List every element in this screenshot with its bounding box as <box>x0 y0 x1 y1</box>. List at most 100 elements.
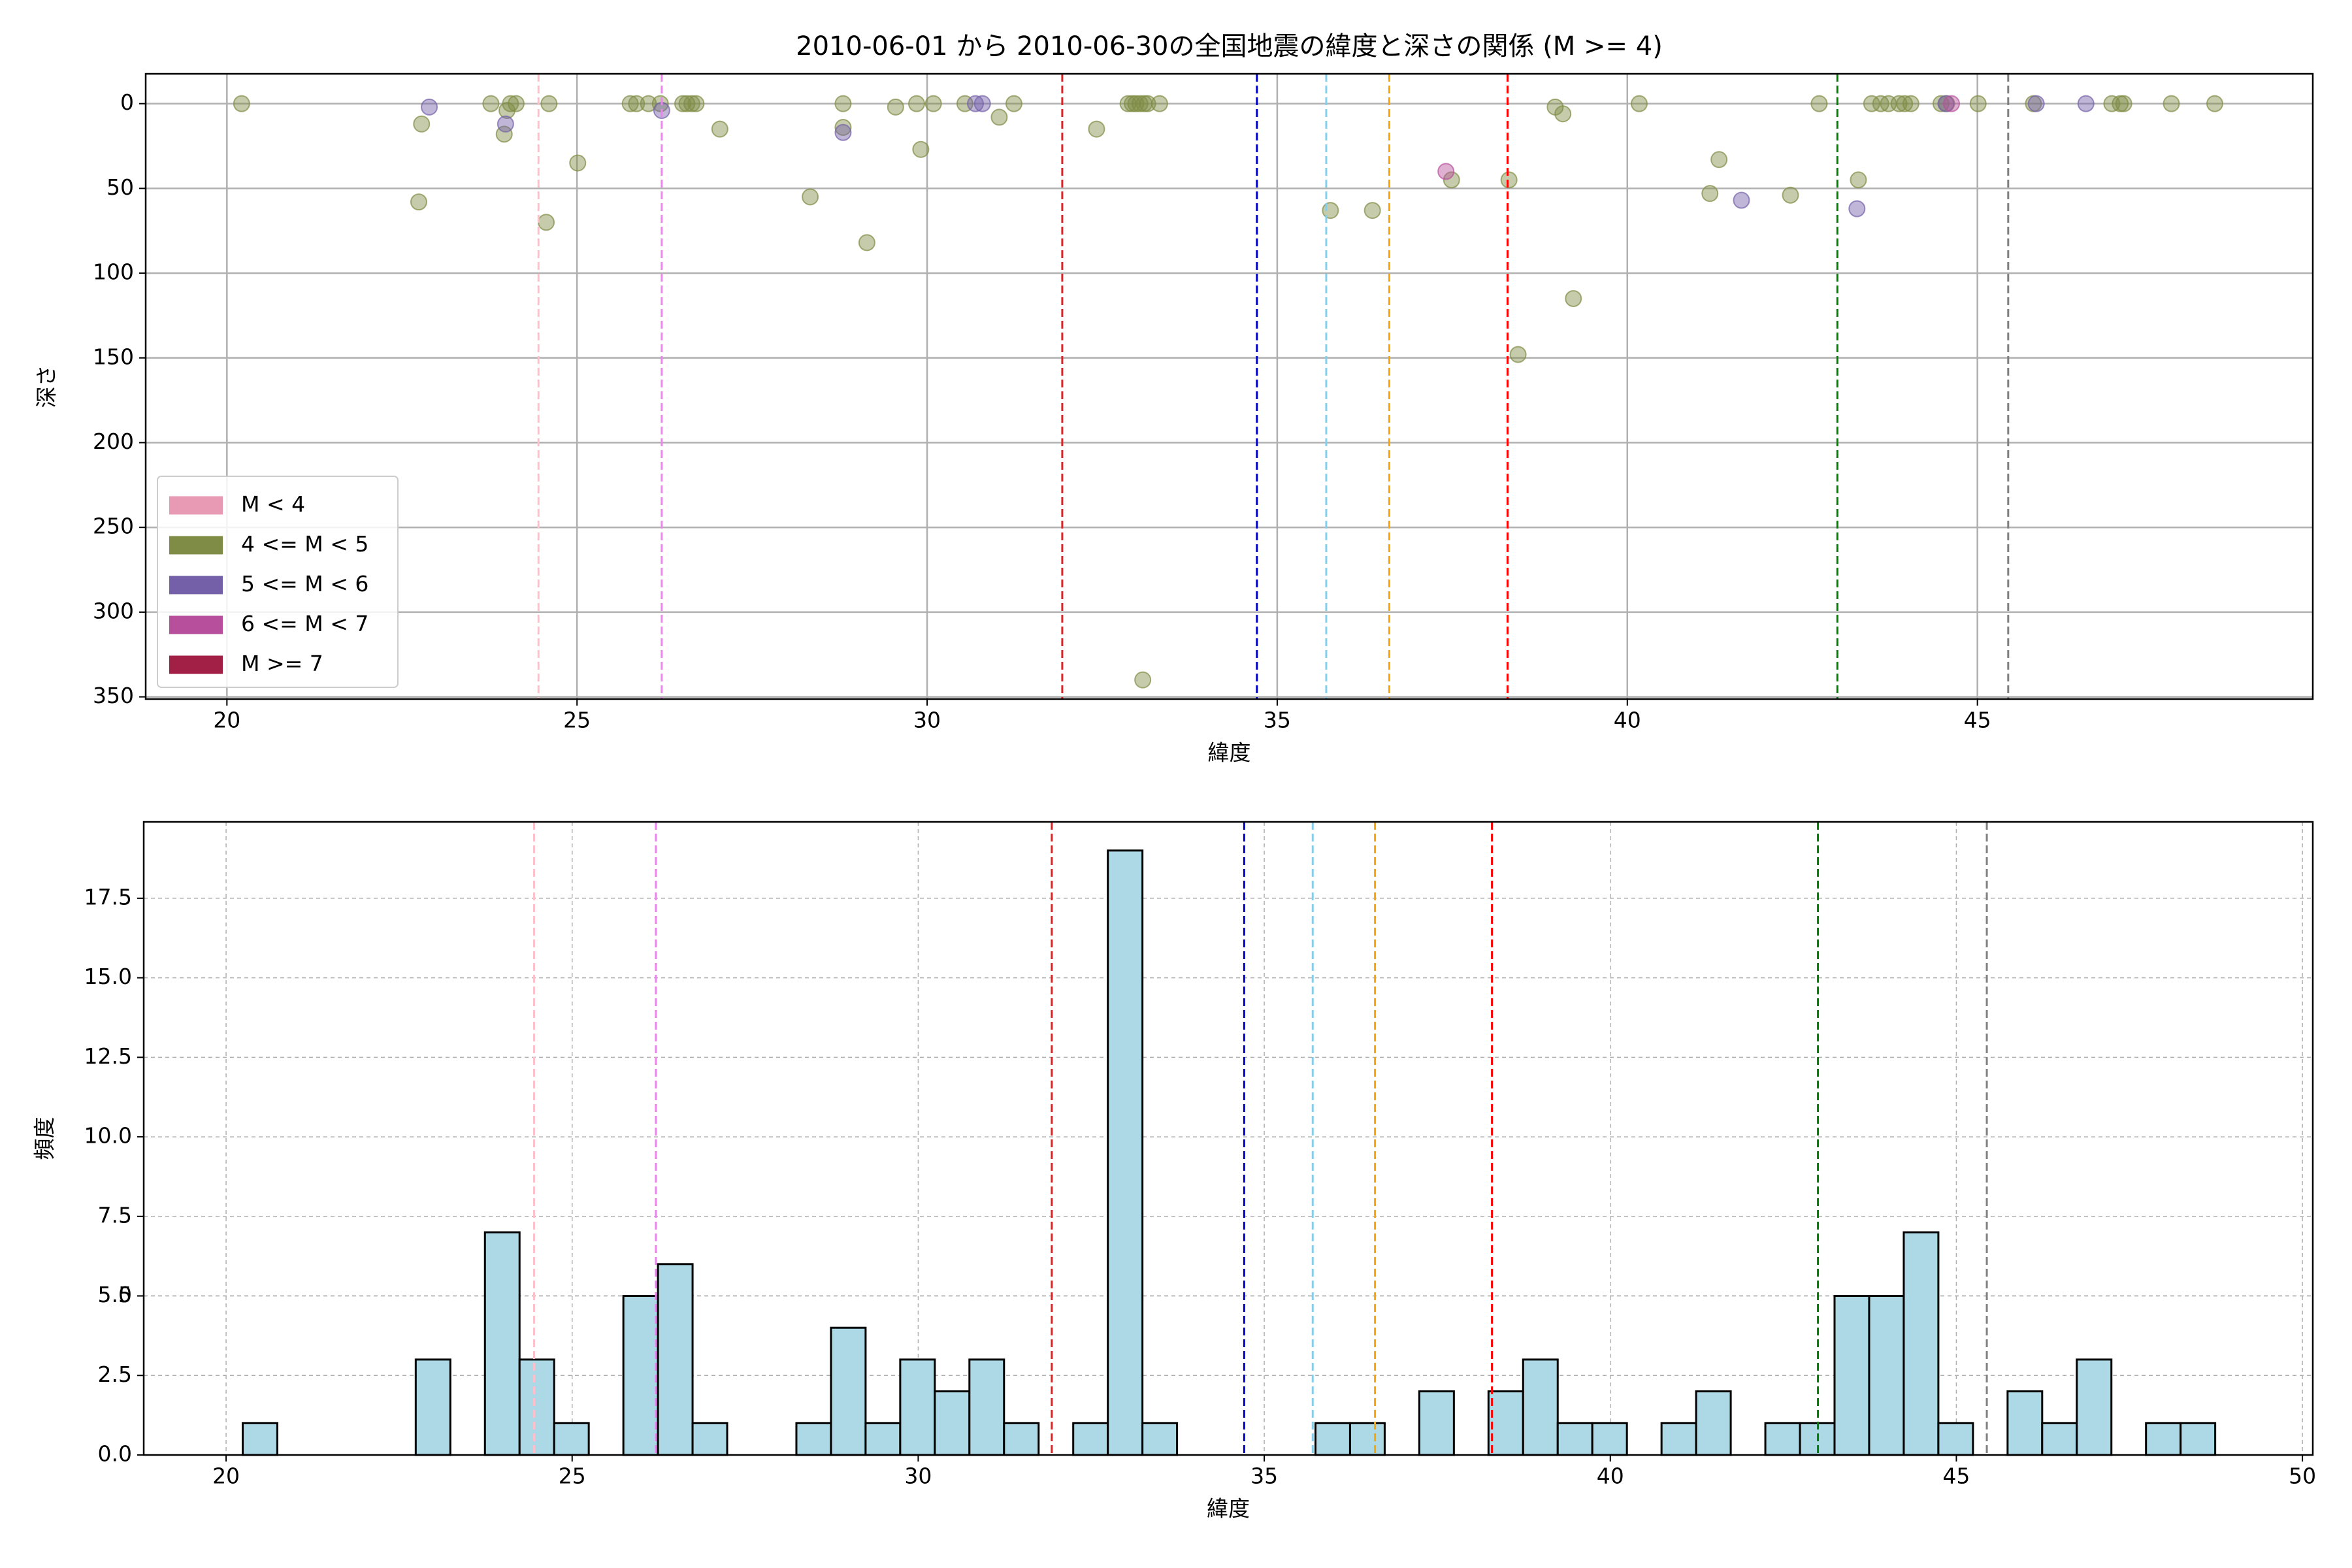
bar <box>1591 1422 1628 1456</box>
bar <box>518 1358 555 1456</box>
bar <box>1833 1295 1870 1456</box>
point <box>2077 95 2095 112</box>
point <box>410 193 427 211</box>
point <box>990 108 1008 126</box>
x-tick-label: 25 <box>559 1463 586 1489</box>
point <box>1554 105 1572 123</box>
point <box>1509 346 1527 363</box>
point <box>540 95 558 112</box>
legend-swatch <box>169 496 223 515</box>
chart-title: 2010-06-01 から 2010-06-30の全国地震の緯度と深さの関係 (… <box>796 31 1663 61</box>
bar <box>830 1326 867 1456</box>
x-tick-label: 20 <box>213 708 240 733</box>
bar <box>1695 1390 1732 1456</box>
bar <box>1660 1422 1697 1456</box>
point <box>678 95 696 112</box>
legend-swatch <box>169 576 223 595</box>
bar <box>553 1422 590 1456</box>
y-axis-label: 頻度 <box>32 1117 57 1160</box>
point <box>569 154 587 172</box>
point <box>1443 171 1460 189</box>
bar <box>2041 1422 2078 1456</box>
point <box>711 120 728 138</box>
bar <box>1903 1231 1940 1456</box>
point <box>2027 95 2045 112</box>
y-tick-label: 200 <box>93 429 134 454</box>
bar <box>2076 1358 2113 1456</box>
plot-frame <box>144 73 2314 700</box>
point <box>834 123 852 141</box>
point <box>413 115 431 133</box>
legend-swatch <box>169 536 223 555</box>
point <box>1782 186 1799 204</box>
point <box>1005 95 1022 112</box>
point <box>1151 95 1168 112</box>
legend-label: 4 <= M < 5 <box>241 531 368 557</box>
bar <box>1072 1422 1109 1456</box>
bar <box>1003 1422 1040 1456</box>
bar <box>1522 1358 1559 1456</box>
point <box>834 118 852 136</box>
point <box>912 140 930 158</box>
point <box>1565 289 1582 307</box>
y-tick-label: 250 <box>93 514 134 539</box>
point <box>1630 95 1648 112</box>
y-tick-label: 5.0 <box>98 1282 132 1307</box>
point <box>2115 95 2132 112</box>
bar <box>2180 1422 2217 1456</box>
legend-swatch <box>169 655 223 674</box>
point <box>802 188 819 206</box>
point <box>1710 151 1728 169</box>
point <box>651 95 669 112</box>
y-axis-label: 深さ <box>34 365 59 408</box>
bar <box>1348 1422 1386 1456</box>
point <box>1810 95 1828 112</box>
point <box>2206 95 2223 112</box>
bar <box>1868 1295 1905 1456</box>
bar <box>1418 1390 1455 1456</box>
bar <box>622 1295 659 1456</box>
plot-frame <box>142 821 2314 1456</box>
x-tick-label: 40 <box>1614 708 1641 733</box>
point <box>1969 95 1987 112</box>
y-tick-label: 350 <box>93 683 134 708</box>
legend-swatch <box>169 615 223 634</box>
y-tick-label: 50 <box>106 174 134 200</box>
point <box>1500 171 1518 189</box>
point <box>640 95 657 112</box>
y-tick-label: 17.5 <box>84 884 132 909</box>
point <box>966 95 984 112</box>
y-tick-label: 5 <box>118 1282 132 1307</box>
bar <box>1314 1422 1351 1456</box>
y-tick-label: 0 <box>120 90 134 115</box>
point <box>1890 95 1908 112</box>
point <box>1848 200 1866 218</box>
point <box>498 102 516 120</box>
point <box>687 95 705 112</box>
x-tick-label: 30 <box>913 708 941 733</box>
bar <box>1107 849 1144 1456</box>
bar <box>2145 1422 2182 1456</box>
point <box>1850 171 1867 189</box>
point <box>1364 202 1381 220</box>
bar <box>414 1358 451 1456</box>
y-tick-label: 10.0 <box>84 1123 132 1149</box>
point <box>1942 95 1960 112</box>
point <box>1437 163 1455 180</box>
legend-label: M >= 7 <box>241 651 323 676</box>
legend-label: 6 <= M < 7 <box>241 611 368 636</box>
point <box>973 95 991 112</box>
y-tick-label: 300 <box>93 598 134 623</box>
x-tick-label: 40 <box>1597 1463 1624 1489</box>
point <box>621 95 639 112</box>
point <box>421 98 438 116</box>
point <box>628 95 645 112</box>
point <box>1322 202 1339 220</box>
y-tick-label: 12.5 <box>84 1043 132 1069</box>
point <box>538 214 555 231</box>
point <box>674 95 692 112</box>
bar <box>968 1358 1005 1456</box>
bar <box>934 1390 971 1456</box>
x-tick-label: 35 <box>1250 1463 1278 1489</box>
